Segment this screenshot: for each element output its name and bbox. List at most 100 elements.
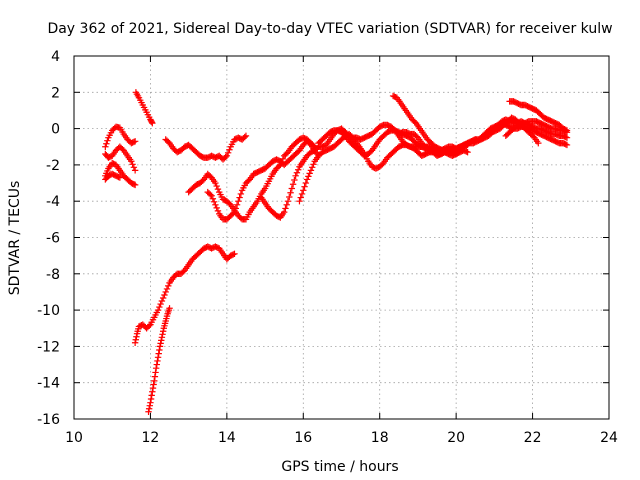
data-point [298,190,306,198]
data-point [241,133,248,141]
data-point [130,138,138,146]
data-point [145,405,153,412]
x-tick-label: 24 [600,430,618,446]
data-point [282,205,289,212]
data-point [115,173,122,181]
data-point [131,167,139,174]
data-point [563,141,571,149]
data-point [131,181,139,189]
data-point [159,294,167,302]
data-point [297,194,304,201]
data-point [303,176,311,183]
data-point [159,328,167,335]
y-tick-label: -8 [46,267,60,283]
data-point [161,291,168,299]
data-point [212,201,219,209]
data-point [305,173,312,180]
data-point [213,204,220,212]
data-point [147,399,154,406]
data-series [102,123,139,150]
x-tick-label: 16 [294,430,312,446]
data-point [310,161,317,168]
data-point [132,336,139,343]
data-point [224,149,232,156]
data-point [306,170,313,177]
y-tick-label: -12 [37,339,60,355]
data-point [130,181,138,188]
data-point [236,194,243,201]
data-point [302,179,310,187]
x-axis-label: GPS time / hours [281,459,398,475]
y-tick-label: -14 [37,376,60,392]
y-tick-label: -16 [37,412,60,428]
data-point [145,322,153,330]
data-point [148,392,155,399]
data-point [159,331,166,338]
data-point [222,153,229,161]
data-point [232,205,239,212]
data-series [131,243,238,346]
data-point [131,138,139,145]
data-point [562,133,569,141]
data-series [185,134,318,223]
data-point [156,303,163,311]
y-tick-label: -10 [37,303,60,319]
data-point [226,146,233,153]
data-point [152,364,160,372]
data-point [154,357,161,365]
data-series [502,118,571,140]
data-point [210,198,218,206]
data-point [150,381,157,388]
data-point [464,148,471,156]
data-point [284,198,292,205]
data-point [133,333,140,340]
data-point [104,137,111,144]
data-point [145,408,152,415]
data-series [145,305,173,415]
data-point [280,208,288,216]
data-point [147,395,155,403]
data-point [563,134,571,141]
data-point [288,185,296,192]
data-point [309,164,316,171]
data-point [158,297,166,305]
data-point [165,282,172,290]
data-point [237,190,245,198]
data-point [163,285,171,293]
data-series [132,89,156,127]
chart-title: Day 362 of 2021, Sidereal Day-to-day VTE… [47,21,612,37]
data-point [130,164,138,171]
data-point [286,193,293,201]
x-tick-label: 12 [142,430,160,446]
data-point [294,166,302,173]
data-point [149,119,156,127]
data-series [204,138,322,223]
data-point [231,250,238,258]
data-point [209,195,217,202]
data-point [146,402,153,409]
data-point [296,198,303,205]
data-point [283,201,290,209]
data-point [103,140,110,147]
data-point [116,174,124,181]
y-axis-label: SDTVAR / TECUs [7,181,23,296]
data-point [166,305,173,312]
plot-frame [73,55,610,420]
y-tick-label: -4 [46,194,60,210]
data-point [149,384,157,392]
data-series [162,132,250,163]
y-tick-label: -6 [46,231,60,247]
data-series [102,143,139,174]
data-point [162,288,169,296]
y-tick-label: 2 [51,85,60,101]
data-point [208,192,215,199]
data-point [223,152,231,160]
data-point [562,128,569,135]
data-point [231,208,238,216]
data-point [235,198,242,205]
data-point [214,207,222,215]
data-point [287,189,294,196]
x-tick-label: 10 [65,430,83,446]
